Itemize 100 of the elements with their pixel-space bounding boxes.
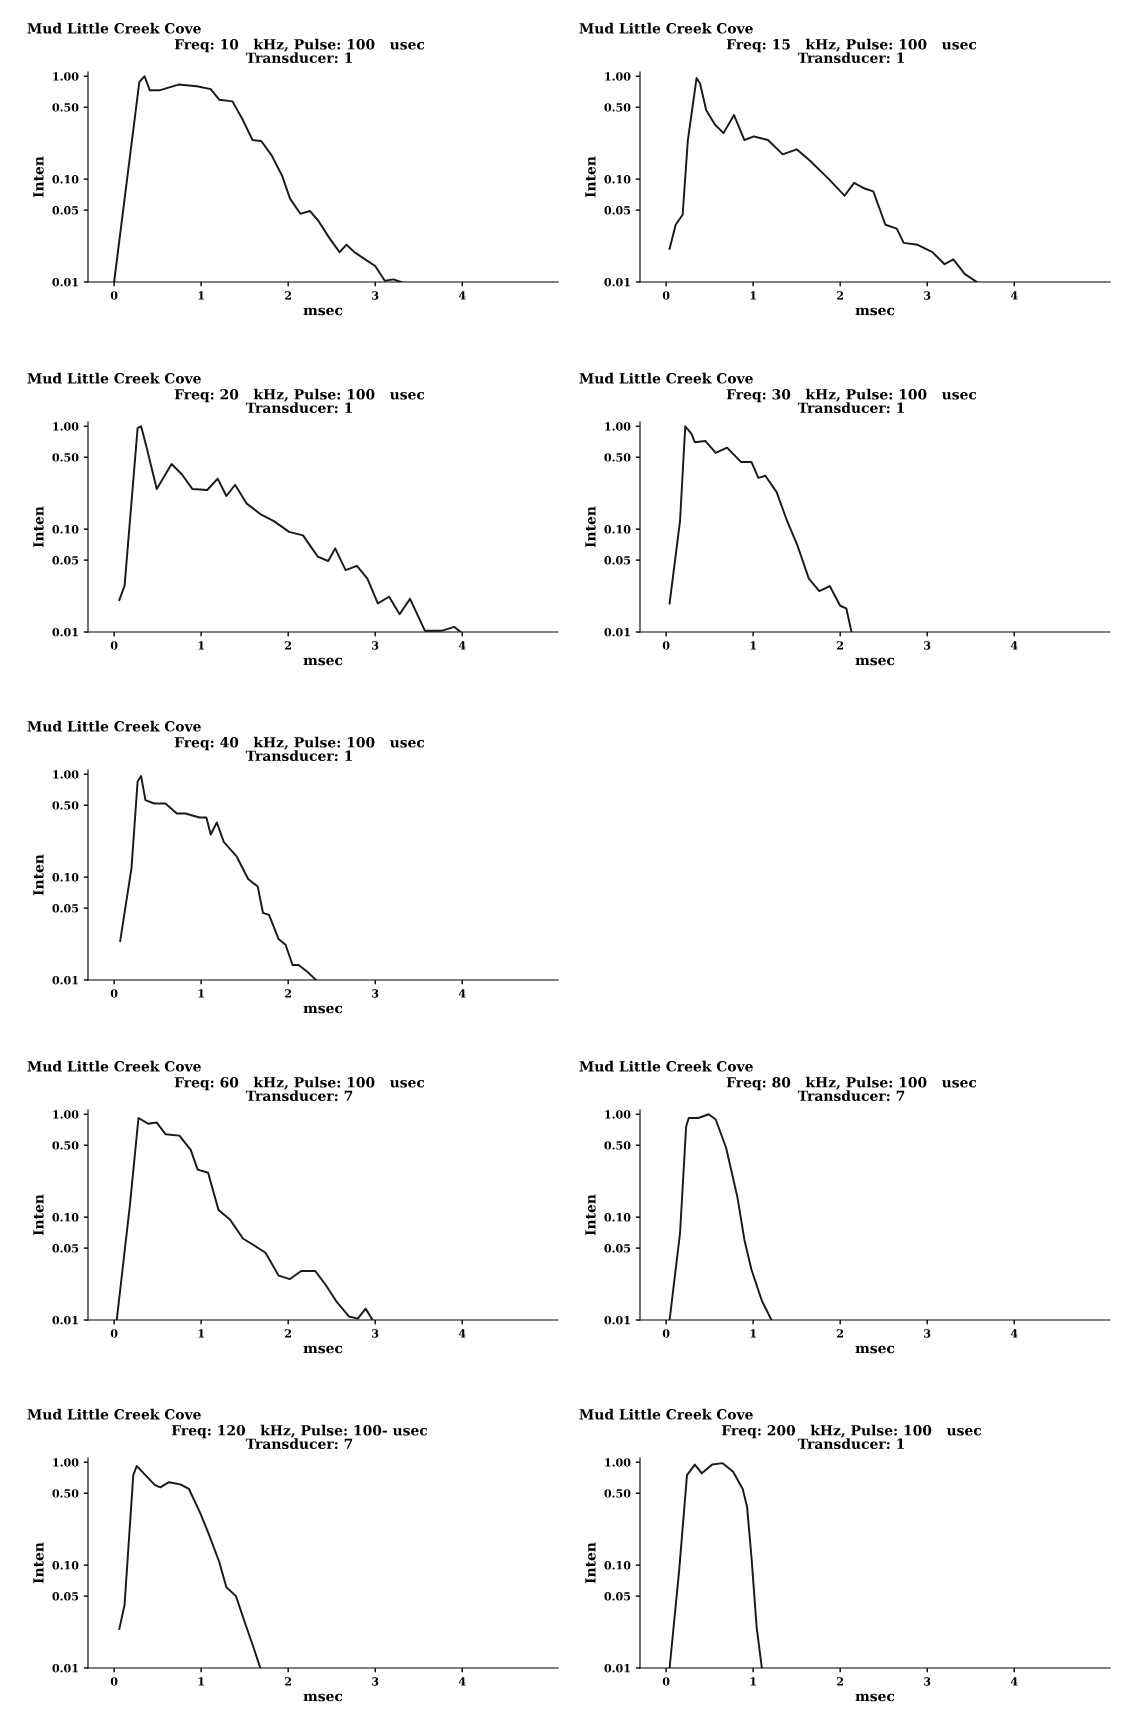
y-axis-title: Inten	[33, 506, 44, 548]
x-axis-title: msec	[303, 1005, 343, 1014]
chart-title: Mud Little Creek Cove	[27, 720, 201, 732]
y-axis-title: Inten	[585, 156, 596, 198]
x-tick-label: 1	[198, 1329, 204, 1338]
x-tick-label: 0	[662, 1677, 670, 1686]
y-tick-label: 1.00	[53, 770, 79, 779]
x-tick-label: 4	[458, 641, 466, 650]
x-tick-label: 2	[285, 291, 292, 300]
line-series	[115, 1117, 374, 1320]
chart-title: Mud Little Creek Cove	[27, 372, 201, 384]
y-tick-label: 0.05	[52, 1592, 79, 1601]
y-tick-label: 0.01	[52, 975, 78, 985]
x-tick-label: 0	[110, 989, 118, 998]
y-tick-label: 0.10	[52, 873, 79, 882]
y-tick-label: 0.10	[604, 1561, 631, 1570]
y-tick-label: 0.01	[52, 1663, 78, 1673]
x-tick-label: 0	[110, 1329, 118, 1338]
x-tick-label: 1	[750, 291, 756, 300]
x-tick-label: 3	[372, 1329, 379, 1338]
x-axis-title: msec	[855, 1345, 895, 1354]
y-tick-label: 1.00	[605, 1458, 631, 1467]
chart-title: Mud Little Creek Cove	[579, 372, 753, 384]
y-tick-label: 0.10	[52, 1561, 79, 1570]
y-tick-label: 0.50	[604, 1489, 631, 1498]
x-tick-label: 4	[1010, 1329, 1018, 1338]
x-tick-label: 4	[458, 1329, 466, 1338]
chart-subtitle: Freq: 15 kHz, Pulse: 100 usec Transducer: 1	[726, 38, 977, 64]
y-tick-label: 0.50	[604, 103, 631, 112]
y-tick-label: 0.50	[52, 453, 79, 462]
y-axis-title: Inten	[585, 506, 596, 548]
x-tick-label: 3	[372, 989, 379, 998]
x-tick-label: 2	[837, 291, 844, 300]
y-tick-label: 0.05	[604, 206, 631, 215]
x-tick-label: 1	[198, 641, 204, 650]
y-tick-label: 1.00	[53, 422, 79, 431]
y-tick-label: 0.50	[604, 1141, 631, 1150]
x-tick-label: 1	[198, 291, 204, 300]
line-series	[119, 775, 318, 980]
y-axis-title: Inten	[585, 1194, 596, 1236]
x-axis-title: msec	[303, 657, 343, 666]
y-tick-label: 0.10	[52, 525, 79, 534]
x-tick-label: 2	[285, 1677, 292, 1686]
y-tick-label: 1.00	[605, 422, 631, 431]
x-tick-label: 1	[750, 1329, 756, 1338]
chart-subtitle: Freq: 200 kHz, Pulse: 100 usec Transducer: 1	[721, 1424, 982, 1450]
x-tick-label: 2	[837, 641, 844, 650]
y-tick-label: 0.05	[52, 904, 79, 913]
y-tick-label: 0.10	[604, 1213, 631, 1222]
y-tick-label: 1.00	[605, 72, 631, 81]
y-axis-title: Inten	[33, 854, 44, 896]
x-tick-label: 3	[924, 641, 931, 650]
y-tick-label: 0.01	[604, 1315, 630, 1325]
chart-title: Mud Little Creek Cove	[579, 1060, 753, 1072]
x-tick-label: 4	[458, 989, 466, 998]
chart-title: Mud Little Creek Cove	[579, 22, 753, 34]
y-tick-label: 0.01	[52, 1315, 78, 1325]
x-tick-label: 3	[924, 1677, 931, 1686]
x-tick-label: 1	[750, 641, 756, 650]
x-tick-label: 3	[372, 641, 379, 650]
x-tick-label: 1	[750, 1677, 756, 1686]
line-series	[668, 425, 853, 632]
y-tick-label: 0.01	[604, 627, 630, 637]
y-tick-label: 0.05	[604, 1244, 631, 1253]
line-series	[113, 75, 403, 282]
x-tick-label: 4	[458, 291, 466, 300]
y-tick-label: 0.01	[604, 277, 630, 287]
y-tick-label: 0.50	[604, 453, 631, 462]
x-tick-label: 0	[662, 291, 670, 300]
x-tick-label: 3	[372, 291, 379, 300]
x-tick-label: 1	[198, 1677, 204, 1686]
x-tick-label: 0	[662, 1329, 670, 1338]
x-axis-title: msec	[303, 1693, 343, 1702]
x-tick-label: 4	[458, 1677, 466, 1686]
y-tick-label: 0.50	[52, 103, 79, 112]
chart-subtitle: Freq: 60 kHz, Pulse: 100 usec Transducer: 7	[174, 1076, 425, 1102]
x-tick-label: 2	[837, 1677, 844, 1686]
chart-subtitle: Freq: 80 kHz, Pulse: 100 usec Transducer: 7	[726, 1076, 977, 1102]
y-tick-label: 0.05	[52, 206, 79, 215]
y-tick-label: 0.01	[604, 1663, 630, 1673]
x-tick-label: 0	[110, 1677, 118, 1686]
y-tick-label: 0.01	[52, 627, 78, 637]
chart-title: Mud Little Creek Cove	[27, 22, 201, 34]
y-tick-label: 0.10	[52, 1213, 79, 1222]
y-tick-label: 1.00	[53, 1110, 79, 1119]
line-series	[118, 1465, 262, 1668]
y-axis-title: Inten	[33, 156, 44, 198]
x-tick-label: 2	[285, 641, 292, 650]
x-axis-title: msec	[303, 307, 343, 316]
x-tick-label: 0	[110, 291, 118, 300]
x-tick-label: 2	[285, 1329, 292, 1338]
x-tick-label: 2	[285, 989, 292, 998]
chart-subtitle: Freq: 120 kHz, Pulse: 100- usec Transducer: 7	[171, 1424, 428, 1450]
x-tick-label: 3	[372, 1677, 379, 1686]
y-tick-label: 0.10	[52, 175, 79, 184]
line-series	[668, 77, 978, 282]
y-tick-label: 0.50	[52, 1141, 79, 1150]
y-tick-label: 0.50	[52, 801, 79, 810]
y-tick-label: 1.00	[605, 1110, 631, 1119]
x-tick-label: 0	[662, 641, 670, 650]
